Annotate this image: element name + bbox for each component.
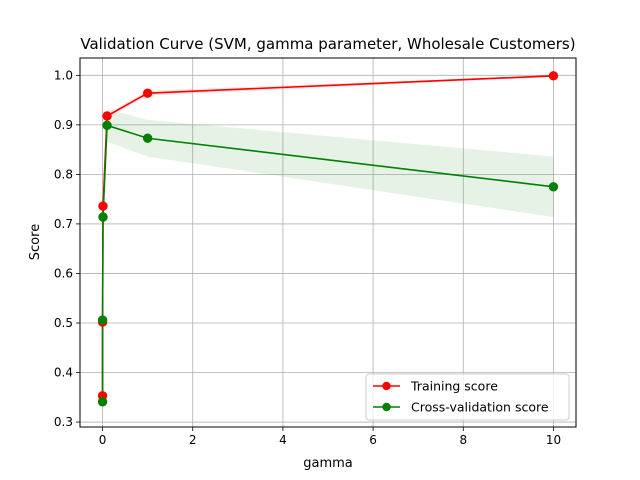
legend-cross-validation-marker xyxy=(382,402,391,412)
y-tick-label: 0.6 xyxy=(54,266,73,280)
series-lines xyxy=(101,75,554,402)
y-tick-label: 1.0 xyxy=(54,68,73,82)
x-tick-label: 4 xyxy=(279,433,287,447)
chart-title: Validation Curve (SVM, gamma parameter, … xyxy=(80,35,575,53)
cross-validation-score-point xyxy=(548,182,559,192)
plot-area-frame xyxy=(79,57,577,428)
cross-validation-score-line xyxy=(101,124,554,402)
cross-validation-score-band xyxy=(102,109,554,405)
x-tick-label: 8 xyxy=(459,433,467,447)
legend-box xyxy=(365,373,570,421)
y-axis-label: Score xyxy=(28,224,43,260)
x-tick-label: 6 xyxy=(369,433,377,447)
cross-validation-score-point xyxy=(102,120,112,131)
cross-validation-score-point xyxy=(97,397,108,407)
grid-lines xyxy=(80,58,576,427)
legend-cross-validation-label: Cross-validation score xyxy=(411,400,549,415)
y-tick-label: 0.5 xyxy=(54,316,73,330)
x-tick-label: 10 xyxy=(546,433,561,447)
training-score-point xyxy=(98,201,108,211)
training-score-point xyxy=(548,71,559,81)
training-score-point xyxy=(102,111,112,121)
legend: Training score Cross-validation score xyxy=(365,373,570,421)
cross-validation-score-point xyxy=(98,212,108,222)
legend-training-marker xyxy=(382,381,391,391)
cross-validation-score-point xyxy=(97,315,108,325)
confidence-bands xyxy=(102,75,554,405)
series-markers xyxy=(97,71,559,407)
cross-validation-score-point xyxy=(142,133,153,143)
x-tick-label: 0 xyxy=(99,433,107,447)
x-axis-label: gamma xyxy=(303,456,353,471)
legend-training-label: Training score xyxy=(410,379,498,394)
y-tick-label: 0.8 xyxy=(54,167,73,181)
y-tick-label: 0.7 xyxy=(54,217,73,231)
axis-ticks: 0 2 4 6 8 10 0.3 0.4 0.5 0.6 0.7 0.8 0.9 1.0 xyxy=(54,68,561,447)
training-score-point xyxy=(142,88,153,98)
y-tick-label: 0.3 xyxy=(54,415,73,429)
x-tick-label: 2 xyxy=(189,433,197,447)
y-tick-label: 0.4 xyxy=(54,366,73,380)
y-tick-label: 0.9 xyxy=(54,118,73,132)
